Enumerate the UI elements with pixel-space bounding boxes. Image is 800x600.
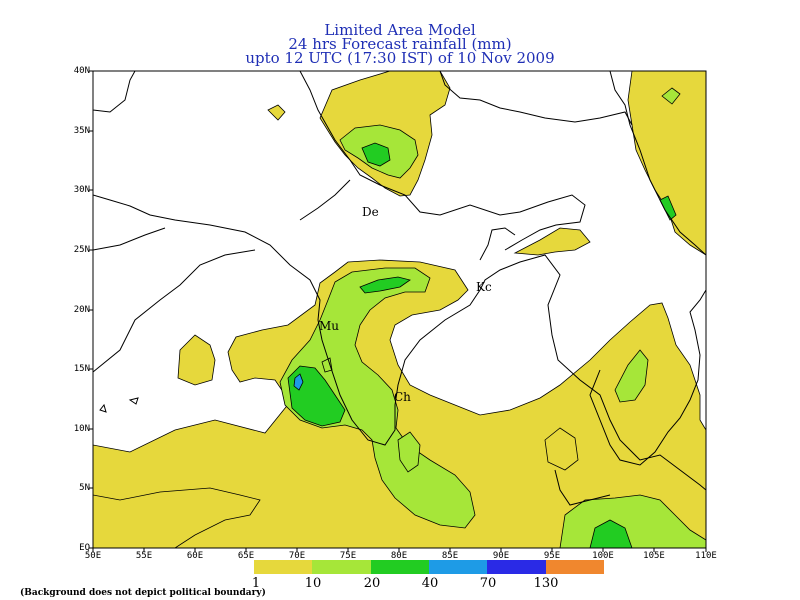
rainfall-legend (254, 560, 604, 574)
legend-value-70: 70 (479, 576, 497, 591)
legend-value-20: 20 (363, 576, 381, 591)
city-label-kolkata: Kc (476, 280, 492, 294)
axis-ticks (89, 70, 707, 552)
lat-label-10n: 10N (73, 424, 90, 434)
lat-label-5n: 5N (79, 483, 90, 493)
lon-label-75e: 75E (339, 551, 357, 561)
title-line-3: upto 12 UTC (17:30 IST) of 10 Nov 2009 (245, 49, 555, 67)
lon-label-55e: 55E (135, 551, 153, 561)
legend-swatch-4 (487, 560, 546, 574)
rain-area-southeast (544, 427, 579, 471)
legend-swatch-1 (312, 560, 371, 574)
rain-40-70-west-coast (293, 373, 304, 391)
title-line-2: 24 hrs Forecast rainfall (mm) (288, 35, 512, 53)
lat-label-eq: EQ (79, 543, 90, 553)
legend-value-10: 10 (304, 576, 322, 591)
lon-label-100e: 100E (592, 551, 614, 561)
rain-10-20-indochina (614, 349, 649, 403)
legend-swatch-5 (545, 560, 604, 574)
legend-value-1: 1 (251, 576, 261, 591)
legend-swatch-0 (254, 560, 313, 574)
lon-label-70e: 70E (288, 551, 306, 561)
legend-value-130: 130 (533, 576, 559, 591)
lat-label-25n: 25N (73, 245, 90, 255)
legend-swatch-3 (428, 560, 488, 574)
rain-10-20-south-ghat (397, 431, 421, 473)
lon-label-85e: 85E (441, 551, 459, 561)
rain-area-west-blob (177, 334, 216, 386)
lat-label-35n: 35N (73, 126, 90, 136)
lon-label-95e: 95E (543, 551, 561, 561)
city-label-mumbai: Mu (319, 319, 340, 333)
rain-area-bay-east (513, 227, 591, 256)
lon-label-90e: 90E (492, 551, 510, 561)
rain-20-40-central-top (359, 276, 411, 294)
rain-10-20-central (279, 267, 476, 529)
rain-area-south-west (93, 487, 261, 548)
city-label-delhi: De (362, 205, 379, 219)
lon-label-80e: 80E (390, 551, 408, 561)
rain-area-north-small (267, 104, 286, 121)
lon-label-110e: 110E (695, 551, 717, 561)
title-line-1: Limited Area Model (324, 21, 476, 39)
lat-label-30n: 30N (73, 185, 90, 195)
lat-label-15n: 15N (73, 364, 90, 374)
lat-label-20n: 20N (73, 305, 90, 315)
legend-swatch-2 (370, 560, 429, 574)
lon-label-105e: 105E (643, 551, 665, 561)
rain-20-40-north (361, 142, 391, 167)
rain-20-40-southeast (589, 519, 633, 548)
rain-10-20-northeast (661, 87, 681, 105)
city-label-chennai: Ch (394, 390, 411, 404)
lon-label-50e: 50E (84, 551, 102, 561)
rain-20-40-northeast (659, 195, 677, 221)
lat-label-40n: 40N (73, 66, 90, 76)
legend-value-40: 40 (421, 576, 439, 591)
rain-area-south (93, 259, 706, 548)
lon-label-65e: 65E (237, 551, 255, 561)
lon-label-60e: 60E (186, 551, 204, 561)
coastlines (93, 71, 706, 506)
boundary-disclaimer: (Background does not depict political bo… (20, 588, 266, 598)
